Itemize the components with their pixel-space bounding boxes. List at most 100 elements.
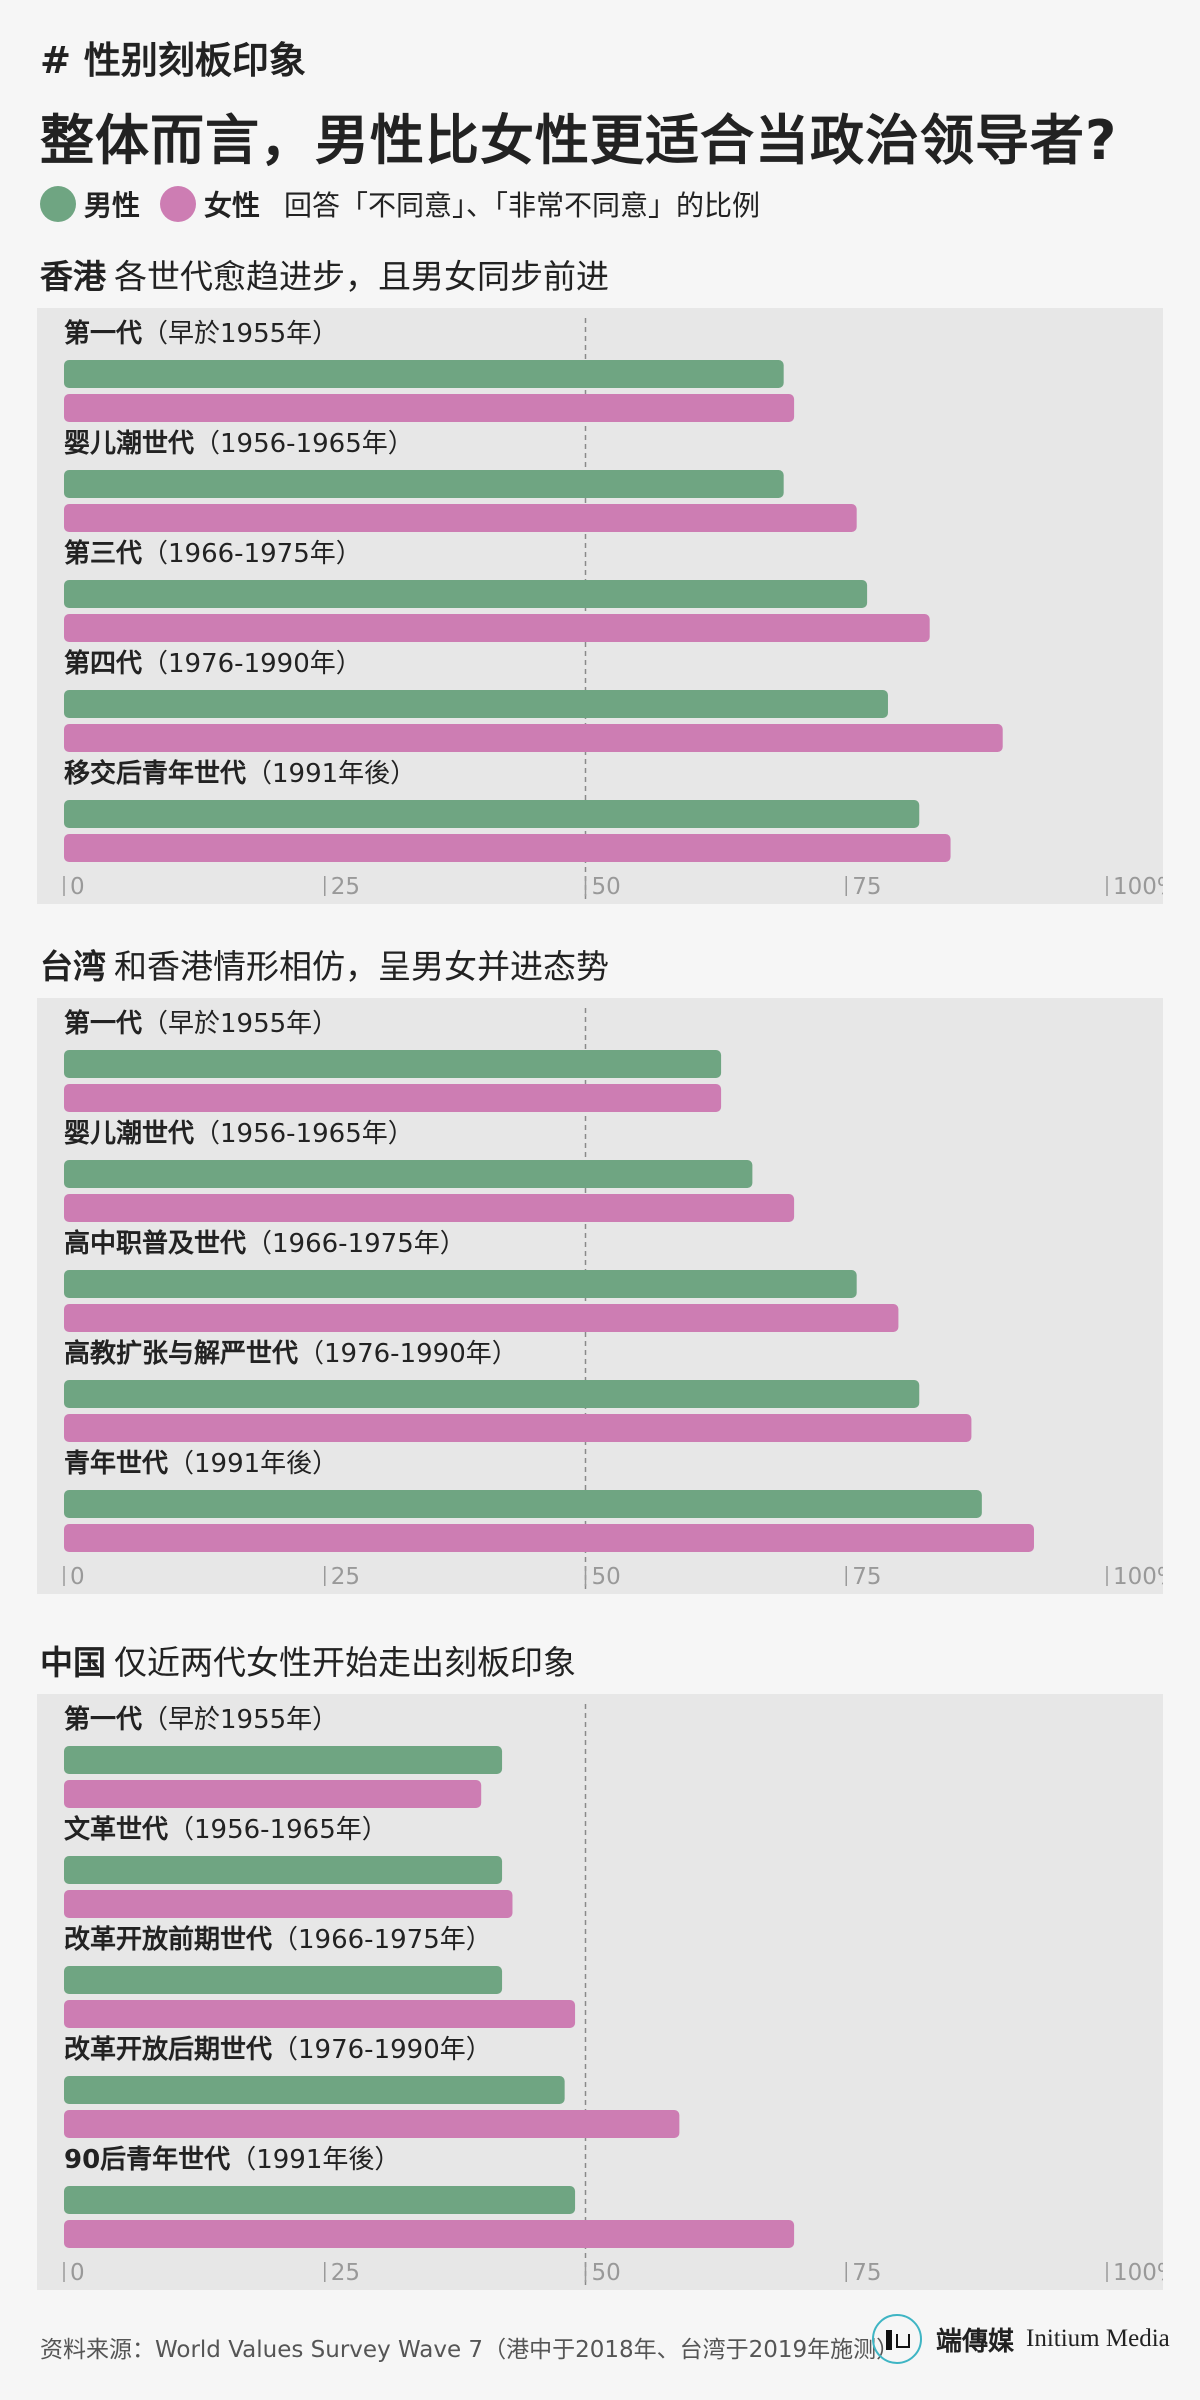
- category-range: （早於1955年）: [142, 1009, 338, 1039]
- category-label: 第四代（1976-1990年）: [64, 648, 362, 679]
- bar-female: [64, 1780, 482, 1808]
- x-tick-label: 25: [331, 2260, 360, 2286]
- chart-panel-china: 第一代（早於1955年） 文革世代（1956-1965年） 改革开放前期世代（196…: [37, 1694, 1163, 2290]
- chart-svg: 第一代（早於1955年） 婴儿潮世代（1956-1965年） 第三代（1966-19…: [63, 318, 1163, 900]
- source-note: 资料来源：World Values Survey Wave 7（港中于2018年…: [40, 2337, 900, 2363]
- category-range: （早於1955年）: [142, 1705, 338, 1735]
- category-label: 高教扩张与解严世代（1976-1990年）: [64, 1338, 518, 1369]
- legend-male-swatch: [40, 186, 76, 222]
- category-label: 婴儿潮世代（1956-1965年）: [64, 429, 414, 459]
- bar-female: [64, 1084, 722, 1112]
- bar-male: [64, 1966, 503, 1994]
- bar-male: [64, 360, 784, 388]
- x-tick-label: 75: [852, 1564, 881, 1590]
- x-tick-label: 50: [592, 874, 621, 900]
- hashtag: # 性别刻板印象: [40, 39, 306, 82]
- category-range: （1976-1990年）: [298, 1339, 518, 1369]
- category-range: （早於1955年）: [142, 319, 338, 349]
- bar-female: [64, 1304, 899, 1332]
- bar-male: [64, 470, 784, 498]
- section-region: 中国: [40, 1643, 106, 1682]
- category-label: 第一代（早於1955年）: [64, 318, 338, 349]
- brand-name-en: Initium Media: [1026, 2325, 1170, 2352]
- category-name: 第三代: [64, 538, 142, 569]
- bar-male: [64, 690, 888, 718]
- category-range: （1956-1965年）: [194, 429, 414, 459]
- brand-name-zh: 端傳媒: [936, 2326, 1015, 2357]
- legend-male: 男性: [40, 184, 140, 224]
- chart-svg: 第一代（早於1955年） 文革世代（1956-1965年） 改革开放前期世代（196…: [63, 1704, 1163, 2286]
- x-tick-label: 100%: [1113, 2260, 1163, 2286]
- legend-note: 回答「不同意」、「非常不同意」的比例: [284, 189, 761, 222]
- category-name: 第四代: [64, 648, 142, 679]
- chart-svg: 第一代（早於1955年） 婴儿潮世代（1956-1965年） 高中职普及世代（196…: [63, 1008, 1163, 1590]
- section-subtitle: 仅近两代女性开始走出刻板印象: [114, 1643, 576, 1682]
- bar-male: [64, 1380, 920, 1408]
- category-name: 移交后青年世代: [64, 758, 246, 789]
- bar-female: [64, 1414, 972, 1442]
- bar-male: [64, 1270, 857, 1298]
- bar-female: [64, 1194, 795, 1222]
- category-range: （1966-1975年）: [246, 1229, 466, 1259]
- category-name: 文革世代: [64, 1814, 168, 1845]
- category-name: 改革开放前期世代: [64, 1924, 272, 1955]
- legend-female-label: 女性: [204, 189, 261, 222]
- bar-female: [64, 394, 795, 422]
- category-range: （1991年後）: [246, 759, 416, 789]
- category-name: 90后青年世代: [64, 2144, 230, 2175]
- section-subtitle: 各世代愈趋进步，且男女同步前进: [114, 257, 609, 296]
- bar-female: [64, 724, 1003, 752]
- chart-panel-hongkong: 第一代（早於1955年） 婴儿潮世代（1956-1965年） 第三代（1966-19…: [37, 308, 1163, 904]
- category-label: 移交后青年世代（1991年後）: [64, 758, 416, 789]
- category-label: 第一代（早於1955年）: [64, 1008, 338, 1039]
- category-label: 改革开放后期世代（1976-1990年）: [64, 2034, 492, 2065]
- bar-female: [64, 2110, 680, 2138]
- x-tick-label: 25: [331, 1564, 360, 1590]
- category-label: 90后青年世代（1991年後）: [64, 2144, 400, 2175]
- chart-panel-taiwan: 第一代（早於1955年） 婴儿潮世代（1956-1965年） 高中职普及世代（196…: [37, 998, 1163, 1594]
- bar-female: [64, 614, 930, 642]
- section-title-taiwan: 台湾 和香港情形相仿，呈男女并进态势: [40, 940, 609, 988]
- bar-female: [64, 2220, 795, 2248]
- x-tick-label: 0: [70, 1564, 85, 1590]
- bar-male: [64, 2076, 565, 2104]
- category-range: （1966-1975年）: [142, 539, 362, 569]
- category-label: 第一代（早於1955年）: [64, 1704, 338, 1735]
- bar-male: [64, 1160, 753, 1188]
- bar-female: [64, 2000, 576, 2028]
- category-label: 婴儿潮世代（1956-1965年）: [64, 1119, 414, 1149]
- category-name: 第一代: [64, 1008, 142, 1039]
- legend-female: 女性: [160, 184, 260, 224]
- bar-female: [64, 1524, 1034, 1552]
- category-name: 高教扩张与解严世代: [64, 1338, 298, 1369]
- section-region: 台湾: [40, 947, 106, 986]
- x-tick-label: 50: [592, 2260, 621, 2286]
- bar-female: [64, 834, 951, 862]
- x-tick-label: 0: [70, 2260, 85, 2286]
- section-region: 香港: [40, 257, 106, 296]
- category-range: （1976-1990年）: [272, 2035, 492, 2065]
- bar-male: [64, 1856, 503, 1884]
- category-range: （1991年後）: [168, 1449, 338, 1479]
- bar-male: [64, 1050, 722, 1078]
- category-label: 文革世代（1956-1965年）: [64, 1814, 388, 1845]
- category-range: （1956-1965年）: [168, 1815, 388, 1845]
- category-label: 青年世代（1991年後）: [64, 1448, 338, 1479]
- category-range: （1956-1965年）: [194, 1119, 414, 1149]
- category-range: （1976-1990年）: [142, 649, 362, 679]
- x-tick-label: 75: [852, 874, 881, 900]
- x-tick-label: 100%: [1113, 1564, 1163, 1590]
- category-name: 婴儿潮世代: [64, 1119, 194, 1149]
- bar-female: [64, 504, 857, 532]
- category-range: （1991年後）: [230, 2145, 400, 2175]
- x-tick-label: 75: [852, 2260, 881, 2286]
- x-tick-label: 0: [70, 874, 85, 900]
- legend-male-label: 男性: [84, 189, 141, 222]
- x-tick-label: 25: [331, 874, 360, 900]
- category-name: 第一代: [64, 318, 142, 349]
- legend-female-swatch: [160, 186, 197, 222]
- category-name: 青年世代: [64, 1448, 168, 1479]
- x-tick-label: 50: [592, 1564, 621, 1590]
- bar-male: [64, 580, 868, 608]
- x-tick-label: 100%: [1113, 874, 1163, 900]
